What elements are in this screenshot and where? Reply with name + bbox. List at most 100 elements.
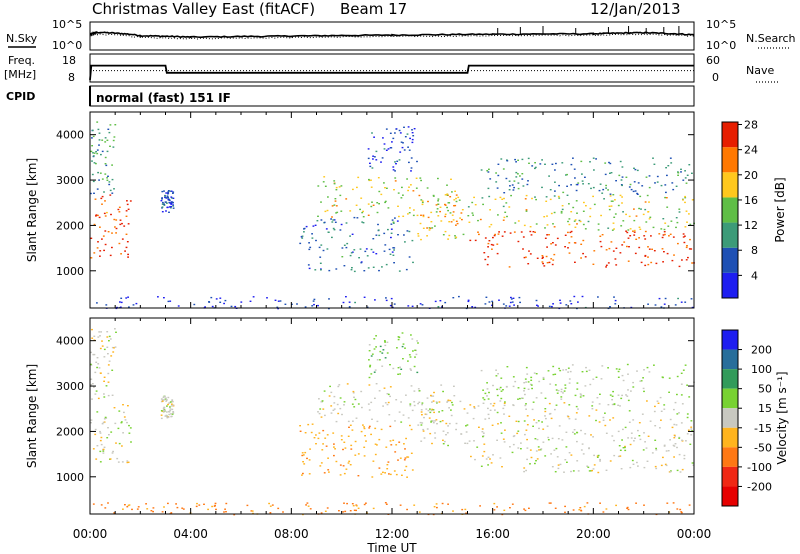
range-cell — [419, 222, 422, 225]
range-cell — [543, 216, 546, 218]
range-cell — [327, 196, 329, 198]
range-cell — [95, 390, 98, 392]
range-cell — [483, 450, 486, 453]
range-cell — [524, 433, 526, 436]
range-cell — [633, 208, 635, 210]
range-cell — [461, 218, 463, 221]
range-cell — [407, 360, 409, 362]
range-cell — [163, 408, 166, 411]
range-cell — [403, 443, 405, 445]
range-cell — [531, 408, 534, 411]
range-cell — [307, 505, 310, 507]
range-cell — [171, 401, 174, 403]
range-cell — [343, 472, 346, 475]
range-cell — [550, 258, 553, 260]
x-tick-label: 00:00 — [677, 527, 712, 541]
range-cell — [125, 215, 128, 217]
range-cell — [344, 510, 347, 513]
range-cell — [617, 430, 620, 433]
range-cell — [621, 202, 623, 204]
range-cell — [455, 220, 458, 222]
range-cell — [409, 137, 411, 140]
range-cell — [320, 416, 323, 418]
range-cell — [527, 388, 530, 390]
range-cell — [362, 424, 364, 426]
range-cell — [109, 338, 112, 340]
range-cell — [455, 200, 458, 203]
range-cell — [252, 296, 255, 298]
range-cell — [567, 416, 570, 418]
range-cell — [474, 204, 477, 206]
range-cell — [362, 210, 364, 213]
range-cell — [576, 431, 578, 434]
range-cell — [455, 194, 458, 196]
range-cell — [465, 512, 467, 514]
range-cell — [372, 507, 375, 510]
range-cell — [557, 467, 560, 470]
range-cell — [124, 250, 126, 252]
range-cell — [417, 388, 420, 390]
range-cell — [568, 218, 571, 220]
range-cell — [96, 149, 99, 151]
range-cell — [677, 172, 680, 174]
range-cell — [114, 422, 117, 425]
range-cell — [610, 172, 613, 174]
range-cell — [677, 297, 679, 300]
range-cell — [477, 231, 479, 233]
range-cell — [604, 162, 607, 164]
range-cell — [504, 401, 506, 403]
range-cell — [678, 211, 681, 213]
range-cell — [586, 465, 589, 467]
range-cell — [473, 196, 475, 199]
velocity-colorbar-segment — [722, 330, 738, 350]
range-cell — [688, 396, 691, 398]
range-cell — [386, 187, 388, 189]
range-cell — [370, 355, 373, 357]
range-cell — [592, 195, 594, 198]
range-cell — [104, 507, 107, 509]
velocity-colorbar-tick-label: 100 — [751, 363, 772, 376]
range-cell — [125, 210, 128, 212]
range-cell — [521, 178, 524, 180]
range-cell — [395, 444, 398, 446]
range-cell — [576, 460, 579, 462]
range-cell — [126, 241, 129, 243]
range-cell — [617, 370, 620, 373]
range-cell — [628, 215, 631, 218]
range-cell — [554, 471, 557, 473]
range-cell — [219, 297, 222, 299]
range-cell — [405, 394, 407, 396]
range-cell — [318, 246, 321, 249]
range-cell — [468, 440, 471, 442]
range-cell — [329, 385, 331, 388]
range-cell — [462, 233, 465, 236]
range-cell — [420, 238, 422, 241]
range-cell — [553, 195, 556, 197]
range-cell — [469, 239, 472, 242]
range-cell — [461, 508, 464, 511]
range-cell — [339, 407, 342, 410]
range-cell — [591, 469, 593, 472]
range-cell — [487, 171, 490, 173]
range-cell — [299, 430, 302, 432]
range-cell — [172, 197, 175, 199]
range-cell — [266, 297, 268, 299]
range-cell — [397, 234, 399, 236]
range-cell — [517, 159, 519, 161]
range-cell — [517, 220, 520, 222]
range-cell — [625, 213, 627, 216]
range-cell — [534, 196, 536, 198]
range-cell — [460, 433, 463, 435]
range-cell — [635, 215, 638, 217]
range-cell — [444, 215, 447, 218]
range-cell — [525, 209, 528, 211]
range-cell — [367, 148, 370, 150]
range-cell — [629, 228, 632, 230]
power-colorbar-segment — [722, 147, 738, 173]
range-cell — [126, 506, 129, 508]
range-cell — [609, 419, 611, 421]
range-cell — [647, 256, 649, 258]
noise-right-label: N.Search — [746, 32, 796, 45]
range-cell — [473, 440, 475, 442]
